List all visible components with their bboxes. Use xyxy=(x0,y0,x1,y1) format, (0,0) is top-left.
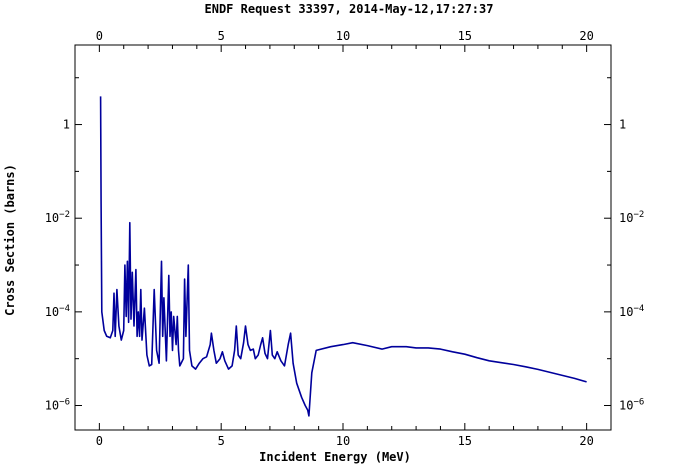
x-tick-label-bottom: 5 xyxy=(218,434,225,448)
x-tick-label-top: 15 xyxy=(458,29,472,43)
chart-title: ENDF Request 33397, 2014-May-12,17:27:37 xyxy=(205,2,494,16)
y-tick-label-right: 10−6 xyxy=(619,398,644,413)
x-tick-label-top: 0 xyxy=(96,29,103,43)
x-tick-label-bottom: 20 xyxy=(579,434,593,448)
x-tick-label-top: 10 xyxy=(336,29,350,43)
y-tick-label-right: 10−4 xyxy=(619,304,644,319)
x-tick-label-bottom: 15 xyxy=(458,434,472,448)
x-tick-label-bottom: 10 xyxy=(336,434,350,448)
cross-section-series-line xyxy=(99,96,587,417)
x-tick-label-top: 20 xyxy=(579,29,593,43)
y-tick-label-left: 10−2 xyxy=(45,210,70,225)
x-tick-label-top: 5 xyxy=(218,29,225,43)
x-axis-label: Incident Energy (MeV) xyxy=(259,450,411,464)
y-tick-label-left: 1 xyxy=(63,118,70,132)
plot-frame xyxy=(74,44,612,431)
y-tick-label-right: 1 xyxy=(619,118,626,132)
y-tick-label-left: 10−6 xyxy=(45,398,70,413)
y-tick-label-left: 10−4 xyxy=(45,304,70,319)
axis-ticks: 0 0 5 5 10 10 15 15 20 20 1 1 10−2 10−2 10−4 10−4 10−6 10… xyxy=(45,29,645,448)
x-tick-label-bottom: 0 xyxy=(96,434,103,448)
y-axis-label: Cross Section (barns) xyxy=(3,164,17,316)
y-tick-label-right: 10−2 xyxy=(619,210,644,225)
